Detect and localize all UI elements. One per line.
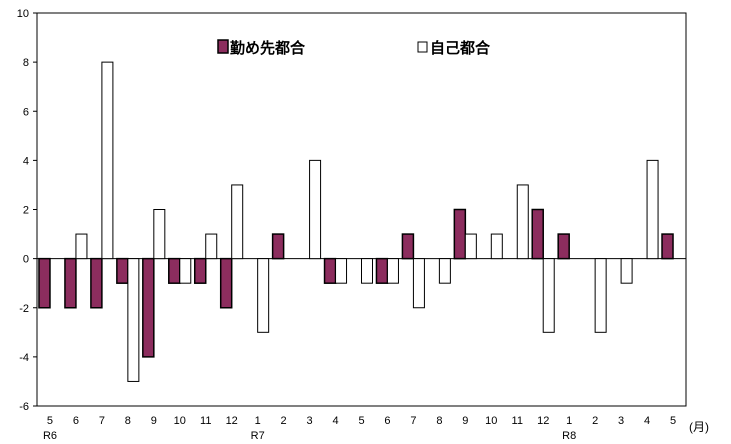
legend-label-self: 自己都合 xyxy=(430,39,491,57)
x-tick-label: 4 xyxy=(332,415,338,427)
x-tick-label: 6 xyxy=(73,415,79,427)
legend-swatch-self xyxy=(417,41,428,53)
bar-employer xyxy=(661,233,674,260)
bar-self xyxy=(257,258,270,333)
year-marker-label: R6 xyxy=(43,430,57,442)
year-marker-label: R7 xyxy=(251,430,265,442)
bar-self xyxy=(516,184,529,260)
bar-employer xyxy=(557,233,570,260)
y-tick-label: 0 xyxy=(23,254,29,266)
x-tick-label: 1 xyxy=(255,415,261,427)
bar-employer xyxy=(168,257,181,284)
x-tick-label: 3 xyxy=(307,415,313,427)
y-tick-label: 4 xyxy=(23,155,29,167)
bar-self xyxy=(101,61,114,260)
bar-self xyxy=(594,258,607,333)
bar-employer xyxy=(142,257,155,358)
year-marker-label: R8 xyxy=(562,430,576,442)
bar-employer xyxy=(64,257,77,309)
bar-employer xyxy=(323,257,337,284)
bar-self xyxy=(231,184,244,260)
bar-employer xyxy=(38,257,51,309)
x-axis: 5 6 7 8 9 10 11 12 1 2 3 4 5 6 7 8 9 10 11 12 1 2 3 4 5R6 R7 R8 xyxy=(43,415,676,442)
x-tick-label: 6 xyxy=(384,415,390,427)
bar-employer xyxy=(375,257,389,284)
y-axis: -6 -4 -2 0 2 4 6 8 10 xyxy=(17,8,37,413)
bar-self xyxy=(646,159,659,260)
legend: 勤め先都合 自己都合 xyxy=(217,39,491,57)
bar-self xyxy=(620,258,633,284)
bar-self xyxy=(127,258,140,382)
bar-employer xyxy=(219,257,233,309)
x-tick-label: 3 xyxy=(618,415,624,427)
bar-employer xyxy=(90,257,103,309)
x-tick-label: 12 xyxy=(537,415,549,427)
y-tick-label: 6 xyxy=(23,106,29,118)
x-tick-label: 11 xyxy=(512,415,523,427)
bar-self xyxy=(75,233,88,260)
y-tick-label: 10 xyxy=(17,8,29,20)
bar-self xyxy=(464,233,477,260)
x-tick-label: 2 xyxy=(592,415,598,427)
y-tick-label: -6 xyxy=(19,401,29,413)
bar-self xyxy=(490,233,503,260)
bar-employer xyxy=(401,233,415,260)
x-tick-label: 10 xyxy=(485,415,497,427)
x-tick-label: 12 xyxy=(226,415,238,427)
bar-self xyxy=(205,233,218,260)
bar-self xyxy=(179,258,192,284)
x-tick-label: 4 xyxy=(644,415,650,427)
x-tick-label: 9 xyxy=(462,415,468,427)
bar-self xyxy=(438,258,451,284)
x-tick-label: 5 xyxy=(47,415,53,427)
bar-self xyxy=(309,159,322,260)
bar-employer xyxy=(453,208,467,260)
bar-employer xyxy=(193,257,207,284)
x-tick-label: 11 xyxy=(200,415,211,427)
bar-self xyxy=(361,258,373,284)
bar-self xyxy=(412,258,425,309)
x-tick-label: 5 xyxy=(358,415,364,427)
legend-label-employer: 勤め先都合 xyxy=(230,39,306,57)
x-tick-label: 8 xyxy=(436,415,442,427)
bar-self xyxy=(153,209,166,260)
bar-self xyxy=(386,258,399,284)
x-unit-label: (月) xyxy=(689,420,709,434)
bar-self xyxy=(335,258,348,284)
y-tick-label: 2 xyxy=(23,205,29,217)
x-tick-label: 10 xyxy=(174,415,186,427)
y-tick-label: -4 xyxy=(19,352,29,364)
x-tick-label: 9 xyxy=(151,415,157,427)
x-tick-label: 5 xyxy=(670,415,676,427)
y-tick-label: -2 xyxy=(19,303,29,315)
x-tick-label: 8 xyxy=(125,415,131,427)
x-tick-label: 2 xyxy=(281,415,287,427)
bar-employer xyxy=(271,233,285,260)
bar-employer xyxy=(531,208,544,260)
bars xyxy=(38,61,674,382)
x-tick-label: 7 xyxy=(410,415,416,427)
y-tick-label: 8 xyxy=(23,57,29,69)
x-tick-label: 1 xyxy=(566,415,572,427)
legend-swatch-employer xyxy=(217,39,229,54)
bar-self xyxy=(542,258,555,333)
x-tick-label: 7 xyxy=(99,415,105,427)
bar-employer xyxy=(116,257,129,284)
